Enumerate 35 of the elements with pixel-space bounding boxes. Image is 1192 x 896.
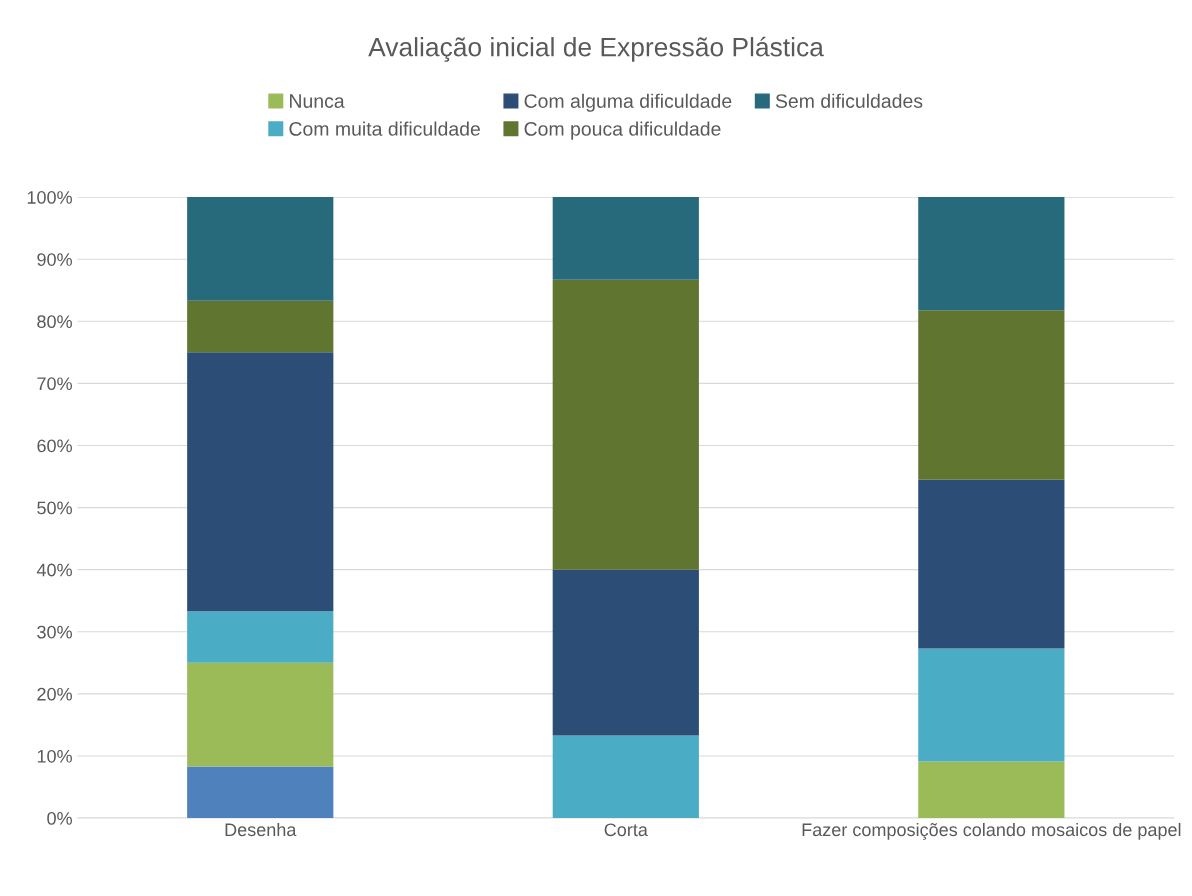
bar bbox=[187, 766, 334, 819]
bar bbox=[187, 662, 334, 767]
bar bbox=[187, 300, 334, 353]
x-tick-label: Fazer composições colando mosaicos de papel bbox=[802, 822, 1181, 840]
legend-label: Sem dificuldades bbox=[775, 93, 923, 108]
bar bbox=[918, 479, 1065, 649]
legend-label: Com pouca dificuldade bbox=[524, 121, 721, 140]
bar bbox=[187, 197, 334, 301]
y-tick-label: 50% bbox=[37, 501, 72, 515]
x-tick-label: Desenha bbox=[225, 822, 297, 837]
bar bbox=[918, 648, 1065, 762]
bar bbox=[552, 735, 699, 819]
bar bbox=[187, 611, 334, 663]
legend-label: Com muita dificuldade bbox=[289, 121, 480, 136]
bar bbox=[918, 197, 1065, 311]
bar bbox=[552, 197, 699, 280]
y-tick-label: 90% bbox=[37, 253, 72, 266]
y-tick-label: 100% bbox=[27, 191, 72, 204]
y-tick-label: 40% bbox=[36, 563, 72, 577]
bar bbox=[918, 310, 1065, 480]
y-tick-label: 20% bbox=[37, 687, 72, 701]
y-tick-label: 0% bbox=[47, 811, 72, 825]
bar bbox=[187, 352, 334, 612]
bar bbox=[918, 761, 1065, 819]
y-tick-label: 60% bbox=[37, 439, 72, 453]
chart-title: Avaliação inicial de Expressão Plástica bbox=[368, 36, 824, 62]
bar bbox=[552, 569, 699, 736]
legend-label: Nunca bbox=[290, 94, 345, 108]
y-tick-label: 70% bbox=[37, 377, 72, 391]
legend-label: Com alguma dificuldade bbox=[524, 93, 732, 112]
y-tick-label: 30% bbox=[37, 625, 72, 639]
y-tick-label: 80% bbox=[37, 315, 72, 329]
y-tick-label: 10% bbox=[37, 749, 72, 763]
x-tick-label: Corta bbox=[604, 823, 648, 837]
bar bbox=[552, 279, 699, 570]
